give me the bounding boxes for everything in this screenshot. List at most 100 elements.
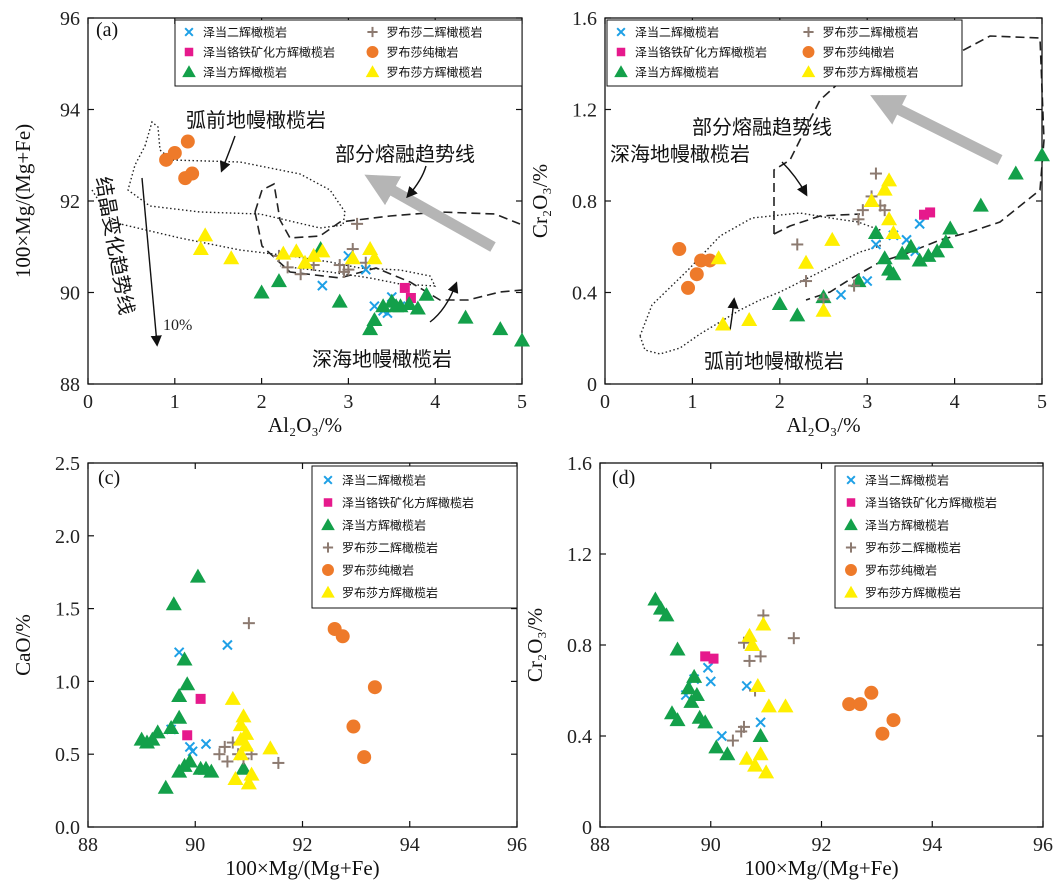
forearc-field-outline-b [639,212,881,355]
data-point [346,719,361,734]
callout-arrow-forearc-b [727,297,739,331]
data-point [848,279,861,292]
data-point [195,693,206,704]
legend-marker [366,46,379,58]
data-point [885,225,902,240]
series-circle [159,134,200,186]
y-tick-label: 0.8 [572,191,597,213]
data-point [375,298,392,313]
data-point [902,238,919,253]
forearc-field-outline [127,120,346,229]
panel-a-overlays: 弧前地幔橄榄岩 部分熔融趋势线 结晶变化趋势线 10% 深海地幔橄榄岩 [91,108,523,371]
callout-arrow-melting [406,165,427,199]
x-axis-label: 100×Mg/(Mg+Fe) [225,856,379,880]
series-triangle [771,147,1050,322]
data-point [714,316,731,331]
data-point [342,263,355,276]
data-point [405,292,416,303]
series-triangle [647,591,769,761]
series-x [680,662,766,742]
x-tick-label: 96 [1033,834,1053,856]
data-point [737,720,750,733]
legend-marker [367,26,378,38]
legend-label: 罗布莎二辉橄榄岩 [342,540,438,555]
data-point [771,295,788,310]
data-point [881,172,898,187]
chart-panel-a: 0 1 2 3 4 5 88 90 92 94 96 Al₂O₃/% 100×Mg/(Mg+Fe) (a)… [11,8,530,437]
x-tick-label: 90 [701,834,721,856]
data-point [331,293,348,308]
data-point [864,685,879,700]
data-point [747,757,764,772]
panel-label: (d) [612,467,635,489]
data-point [869,167,882,180]
partial-melting-arrow-b [870,95,1003,165]
data-point [919,209,930,220]
data-point [856,204,869,217]
legend-marker [322,564,334,576]
data-point [708,653,719,664]
data-point [181,753,198,768]
series-square [919,207,936,220]
legend-label: 泽当方辉橄榄岩 [635,65,719,80]
series-triangle-yellow [192,227,383,269]
data-point [351,217,364,230]
data-point [867,225,884,240]
data-point [173,647,185,658]
data-point [221,755,234,768]
data-point [929,243,946,258]
data-point [842,697,857,712]
data-point [972,197,989,212]
panel-label: (c) [98,467,120,489]
data-point [702,662,714,673]
data-point [669,641,686,656]
legend-label: 泽当方辉橄榄岩 [342,518,426,533]
data-point [1007,165,1024,180]
x-tick-label: 96 [507,834,527,856]
data-point [176,651,193,666]
data-point [744,637,761,651]
data-point [749,677,766,692]
legend-label: 泽当二辉橄榄岩 [865,473,949,488]
data-point [738,750,755,765]
data-point [758,764,775,779]
data-point [272,756,285,769]
legend-marker [184,47,194,57]
data-point [925,207,936,218]
legend-label: 罗布莎二辉橄榄岩 [823,25,919,40]
data-point [760,698,777,713]
data-point [755,717,766,728]
y-tick-label: 1.6 [572,8,597,30]
data-point [658,607,675,622]
legend-marker [184,27,194,37]
legend-label: 罗布莎纯橄岩 [823,45,895,60]
chart-panel-b: 01234500.40.81.21.6Al₂O₃/%Cr₂O₃/%(b)泽当二辉… [528,8,1050,437]
data-point [885,266,902,281]
data-point [863,193,880,207]
legend-label: 泽当铬铁矿化方辉橄榄岩 [865,495,997,510]
data-point [881,211,898,226]
legend-marker [182,65,196,78]
data-point [185,166,200,181]
data-point [680,680,697,695]
annotation-forearc-a: 弧前地幔橄榄岩 [186,108,326,132]
legend-label: 罗布莎方辉橄榄岩 [823,65,919,80]
legend-marker [846,498,856,507]
x-tick-label: 2 [257,391,267,413]
annotation-abyssal-a: 深海地幔橄榄岩 [312,347,452,371]
legend-box [834,465,1044,609]
legend-marker [844,585,858,598]
y-tick-label: 1.5 [55,599,80,621]
crystallization-arrow [141,177,162,347]
data-point [911,252,928,267]
callout-arrow-abyssal-b [781,161,808,197]
x-tick-label: 90 [185,834,205,856]
x-tick-label: 3 [862,391,872,413]
data-point [1034,147,1050,162]
data-point [235,708,252,723]
data-point [942,220,959,235]
data-point [409,300,426,315]
data-point [171,687,188,702]
data-point [305,247,322,262]
